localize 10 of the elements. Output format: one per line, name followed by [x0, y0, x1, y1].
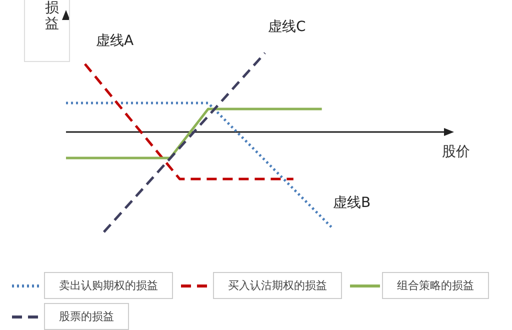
label-frame: 损益: [24, 0, 70, 62]
x-axis-title: 股价: [442, 143, 470, 161]
text: 虚线A: [96, 32, 134, 50]
y-axis-title: 损益: [45, 0, 60, 32]
text: 虚线C: [268, 18, 306, 36]
legend-label: 买入认沽期权的损益: [213, 272, 342, 299]
legend-label: 股票的损益: [44, 303, 129, 330]
annotation: 虚线B: [333, 194, 371, 212]
legend-label: 组合策略的损益: [382, 272, 489, 299]
legend-label: 卖出认购期权的损益: [44, 272, 173, 299]
